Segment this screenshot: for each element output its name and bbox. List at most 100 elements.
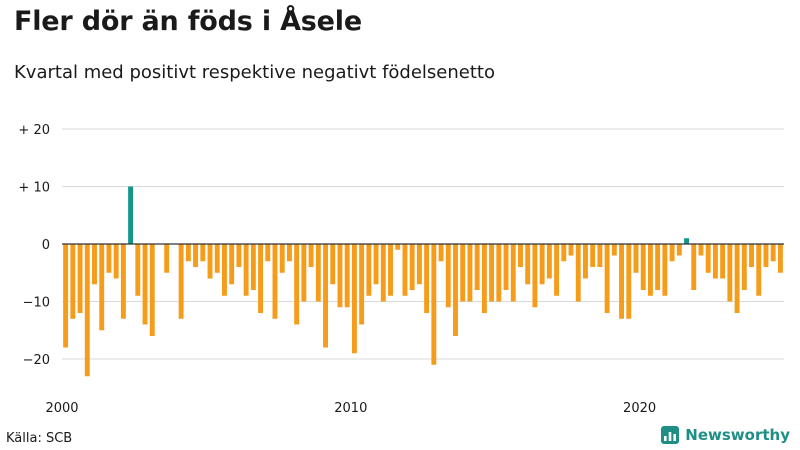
bar	[453, 244, 458, 336]
bar	[619, 244, 625, 319]
bar	[135, 244, 141, 296]
bar	[698, 244, 704, 256]
bar	[684, 238, 689, 244]
bar	[597, 244, 603, 267]
bar	[467, 244, 473, 302]
bar	[777, 244, 783, 273]
bar	[120, 244, 126, 319]
bar	[366, 244, 372, 296]
bar	[315, 244, 321, 302]
source-note: Källa: SCB	[6, 431, 73, 446]
bar	[77, 244, 83, 313]
newsworthy-logo-icon	[661, 426, 680, 444]
bar	[142, 244, 148, 325]
bar	[106, 244, 112, 273]
bar	[705, 244, 711, 273]
bar	[193, 244, 199, 267]
x-tick-label: 2000	[45, 401, 78, 416]
bar	[178, 244, 184, 319]
y-axis-tick-labels: + 20 + 10 0 −10 −20	[18, 123, 50, 368]
bar	[525, 244, 531, 285]
bar	[669, 244, 675, 262]
bar-chart: + 20 + 10 0 −10 −20 2000 2010 2020	[18, 123, 784, 416]
bars	[63, 186, 783, 377]
x-axis-tick-labels: 2000 2010 2020	[45, 401, 656, 416]
y-tick-label: −10	[23, 296, 50, 311]
bar	[554, 244, 560, 296]
x-tick-label: 2010	[334, 401, 367, 416]
y-tick-label: + 10	[18, 181, 50, 196]
y-tick-label: 0	[42, 238, 50, 253]
bar	[351, 244, 357, 354]
chart-title: Fler dör än föds i Åsele	[14, 6, 362, 37]
bar	[626, 244, 632, 319]
bar	[546, 244, 552, 279]
bar	[727, 244, 733, 302]
bar	[409, 244, 415, 290]
bar	[640, 244, 646, 290]
bar	[92, 244, 97, 285]
bar	[532, 244, 538, 308]
bar	[258, 244, 264, 313]
bar	[99, 244, 105, 331]
bar	[294, 244, 300, 325]
bar	[63, 244, 69, 348]
brand-logo-block: Newsworthy	[661, 426, 790, 444]
bar	[734, 244, 740, 313]
bar	[113, 244, 119, 279]
bar	[763, 244, 769, 267]
bar	[229, 244, 235, 285]
bar	[445, 244, 451, 308]
bar	[712, 244, 718, 279]
bar	[583, 244, 588, 279]
bar	[416, 244, 422, 285]
bar	[128, 186, 134, 244]
bar	[590, 244, 596, 267]
bar	[741, 244, 747, 290]
bar	[84, 244, 90, 377]
bar	[575, 244, 581, 302]
bar	[489, 244, 495, 302]
bar	[460, 244, 466, 302]
bar	[243, 244, 249, 296]
bar	[222, 244, 227, 296]
bar	[749, 244, 754, 267]
bar	[438, 244, 444, 262]
bar	[301, 244, 307, 302]
bar	[611, 244, 617, 256]
bar	[207, 244, 213, 279]
bar	[70, 244, 76, 319]
bar	[323, 244, 328, 348]
chart-subtitle: Kvartal med positivt respektive negativt…	[14, 62, 495, 83]
bar	[561, 244, 567, 262]
brand-name: Newsworthy	[685, 426, 790, 444]
bar	[655, 244, 661, 290]
bar	[236, 244, 242, 267]
bar	[647, 244, 653, 296]
bar	[518, 244, 523, 267]
bar	[720, 244, 726, 279]
bar	[496, 244, 502, 302]
bar	[662, 244, 668, 296]
bar	[431, 244, 437, 365]
bar	[272, 244, 278, 319]
bar	[770, 244, 776, 262]
bar	[164, 244, 170, 273]
bar	[395, 244, 401, 250]
bar	[359, 244, 365, 325]
bar	[250, 244, 256, 290]
bar	[279, 244, 285, 273]
bar	[676, 244, 682, 256]
bar	[265, 244, 271, 262]
bar	[200, 244, 206, 262]
bar	[402, 244, 408, 296]
y-tick-label: + 20	[18, 123, 50, 138]
bar	[503, 244, 509, 290]
bar	[568, 244, 574, 256]
bar	[388, 244, 393, 296]
bar	[337, 244, 343, 308]
bar	[474, 244, 480, 290]
bar	[373, 244, 379, 285]
bar	[380, 244, 386, 302]
bar	[481, 244, 487, 313]
